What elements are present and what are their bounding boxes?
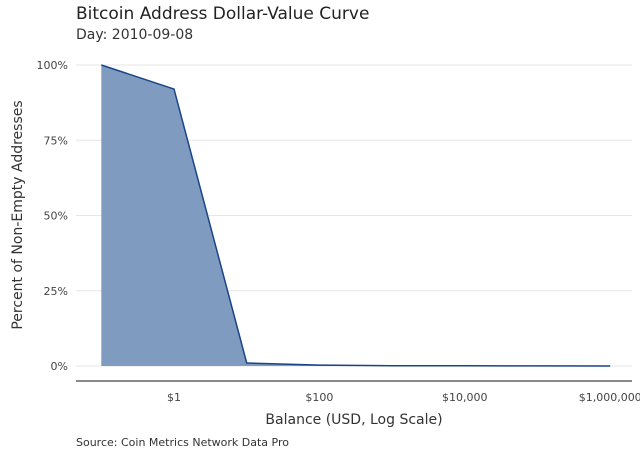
- y-tick-label: 0%: [51, 360, 68, 373]
- x-axis-label: Balance (USD, Log Scale): [265, 412, 442, 428]
- x-tick-label: $10,000: [442, 391, 488, 404]
- y-axis-label: Percent of Non-Empty Addresses: [10, 100, 26, 329]
- x-tick-label: $1,000,000: [579, 391, 640, 404]
- y-tick-label: 100%: [37, 59, 68, 72]
- area-fill: [101, 65, 611, 366]
- source-note: Source: Coin Metrics Network Data Pro: [76, 436, 289, 449]
- x-tick-label: $1: [167, 391, 181, 404]
- y-tick-label: 50%: [44, 210, 68, 223]
- chart-title: Bitcoin Address Dollar-Value Curve: [76, 4, 370, 24]
- y-tick-label: 75%: [44, 134, 68, 147]
- x-tick-label: $100: [305, 391, 333, 404]
- series-line: [101, 64, 611, 367]
- chart-subtitle: Day: 2010-09-08: [76, 27, 194, 43]
- y-tick-label: 25%: [44, 285, 68, 298]
